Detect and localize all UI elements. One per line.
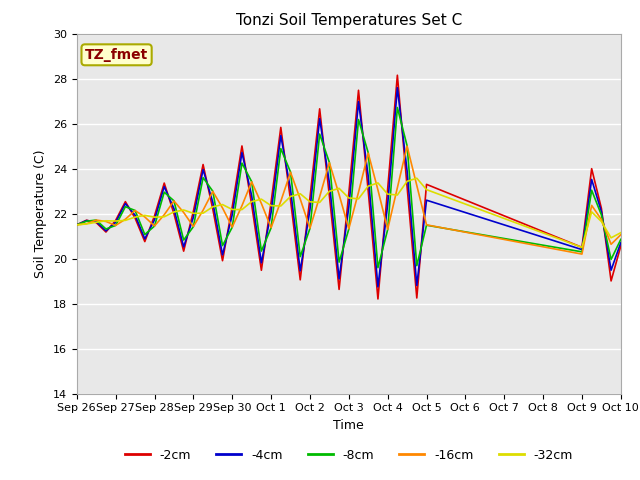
Title: Tonzi Soil Temperatures Set C: Tonzi Soil Temperatures Set C (236, 13, 462, 28)
X-axis label: Time: Time (333, 419, 364, 432)
Legend: -2cm, -4cm, -8cm, -16cm, -32cm: -2cm, -4cm, -8cm, -16cm, -32cm (120, 444, 578, 467)
Text: TZ_fmet: TZ_fmet (85, 48, 148, 62)
Y-axis label: Soil Temperature (C): Soil Temperature (C) (35, 149, 47, 278)
